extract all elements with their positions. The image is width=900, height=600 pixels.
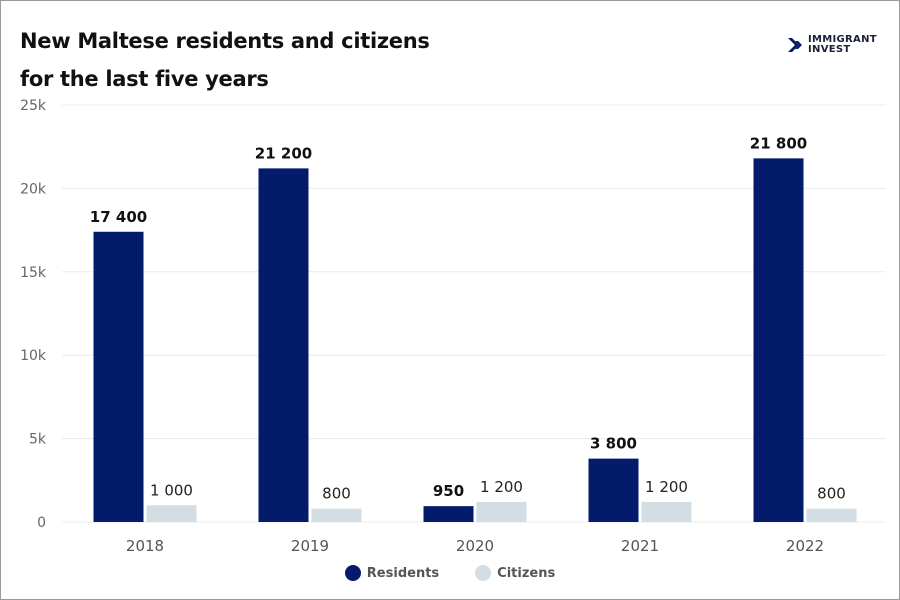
data-label: 950 xyxy=(433,482,464,500)
y-tick-label: 15k xyxy=(20,265,47,281)
title-line-1: New Maltese residents and citizens xyxy=(20,29,430,53)
logo-line-2: INVEST xyxy=(808,44,851,55)
logo-chevron-icon xyxy=(788,38,802,52)
data-label: 21 800 xyxy=(750,134,807,152)
y-tick-label: 25k xyxy=(20,98,47,114)
data-label: 800 xyxy=(817,485,846,503)
data-label: 21 200 xyxy=(255,144,312,162)
bar-residents-2018[interactable] xyxy=(93,231,144,522)
y-tick-label: 5k xyxy=(29,432,47,448)
data-label: 1 200 xyxy=(645,478,688,496)
legend-swatch xyxy=(344,565,361,581)
x-tick-label: 2019 xyxy=(291,537,329,555)
bar-citizens-2019[interactable] xyxy=(311,508,362,522)
legend-label: Residents xyxy=(366,565,440,581)
data-label: 3 800 xyxy=(590,435,637,453)
x-tick-label: 2018 xyxy=(126,537,164,555)
x-tick-label: 2022 xyxy=(786,537,824,555)
x-tick-label: 2020 xyxy=(456,537,494,555)
legend-swatch xyxy=(475,565,492,581)
x-tick-label: 2021 xyxy=(621,537,659,555)
bar-citizens-2021[interactable] xyxy=(641,501,692,522)
bar-citizens-2020[interactable] xyxy=(476,501,527,522)
y-tick-label: 20k xyxy=(20,181,47,197)
bar-residents-2019[interactable] xyxy=(258,168,309,522)
bar-residents-2022[interactable] xyxy=(753,158,804,522)
bar-residents-2020[interactable] xyxy=(423,506,474,522)
data-label: 17 400 xyxy=(90,208,147,226)
legend-item-residents[interactable]: Residents xyxy=(344,565,440,581)
data-label: 1 200 xyxy=(480,478,523,496)
bar-residents-2021[interactable] xyxy=(588,458,639,522)
bar-citizens-2018[interactable] xyxy=(146,505,197,522)
legend-item-citizens[interactable]: Citizens xyxy=(475,565,555,581)
logo: IMMIGRANT INVEST xyxy=(787,35,877,55)
chart-title: New Maltese residents and citizens for t… xyxy=(20,22,430,98)
y-tick-label: 10k xyxy=(20,348,47,364)
y-tick-label: 0 xyxy=(37,515,46,531)
data-label: 800 xyxy=(322,485,351,503)
title-line-2: for the last five years xyxy=(20,67,269,91)
logo-line-1: IMMIGRANT xyxy=(808,34,877,45)
legend: Residents Citizens xyxy=(0,565,900,581)
legend-label: Citizens xyxy=(497,565,556,581)
data-label: 1 000 xyxy=(150,481,193,499)
bar-citizens-2022[interactable] xyxy=(806,508,857,522)
